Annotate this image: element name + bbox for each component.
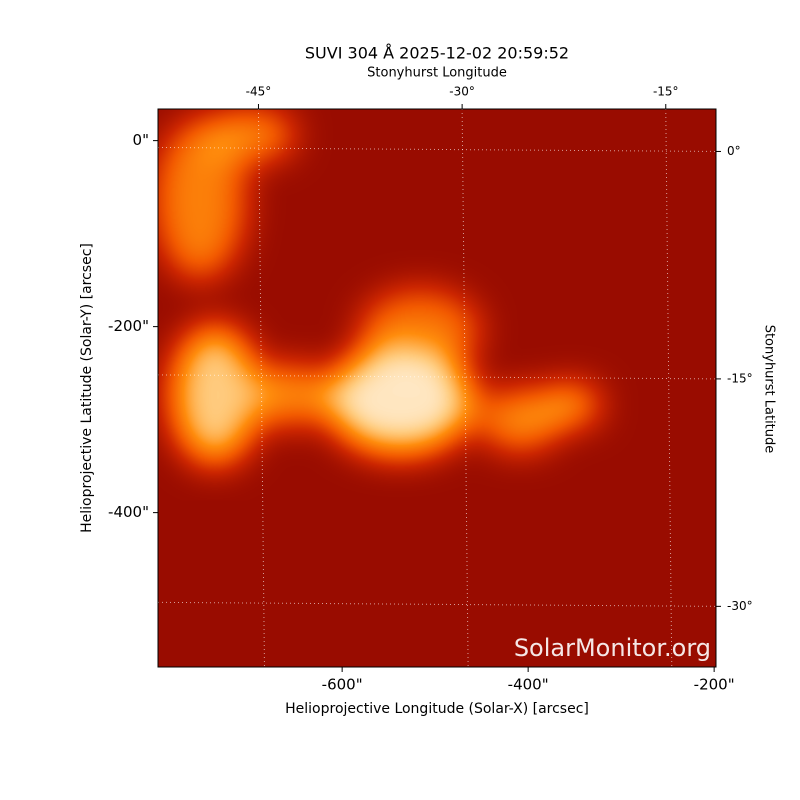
x2-label: Stonyhurst Longitude [367, 66, 507, 81]
y2-label: Stonyhurst Latitude [762, 325, 777, 454]
watermark: SolarMonitor.org [514, 634, 711, 662]
bright-blob [325, 345, 475, 455]
bright-regions [158, 110, 600, 465]
x-tick-label: -600" [322, 676, 363, 694]
frame [157, 108, 717, 668]
y-tick-label: -200" [108, 317, 149, 335]
x2-tick-label: -45° [246, 85, 272, 99]
x2-tick-label: -15° [653, 85, 679, 99]
y-tick-label: -400" [108, 503, 149, 521]
y-tick-label: 0" [133, 131, 149, 149]
x-tick-label: -400" [508, 676, 549, 694]
x-label: Helioprojective Longitude (Solar-X) [arc… [285, 701, 589, 717]
y2-tick-label: 0° [727, 144, 741, 158]
chart-title: SUVI 304 Å 2025-12-02 20:59:52 [305, 44, 569, 63]
y2-tick-label: -30° [727, 599, 753, 613]
x-tick-label: -200" [694, 676, 735, 694]
bright-blob [540, 385, 600, 425]
solar-image [158, 109, 716, 667]
bright-blob [205, 110, 295, 160]
image-layer [158, 109, 716, 667]
x2-tick-label: -30° [449, 85, 475, 99]
bright-blob [170, 325, 260, 465]
y2-tick-label: -15° [727, 371, 753, 385]
y-label: Helioprojective Latitude (Solar-Y) [arcs… [79, 243, 95, 533]
bright-blob [158, 120, 245, 280]
bright-blob [360, 290, 480, 370]
axes [158, 109, 716, 667]
bright-blob [250, 365, 330, 425]
